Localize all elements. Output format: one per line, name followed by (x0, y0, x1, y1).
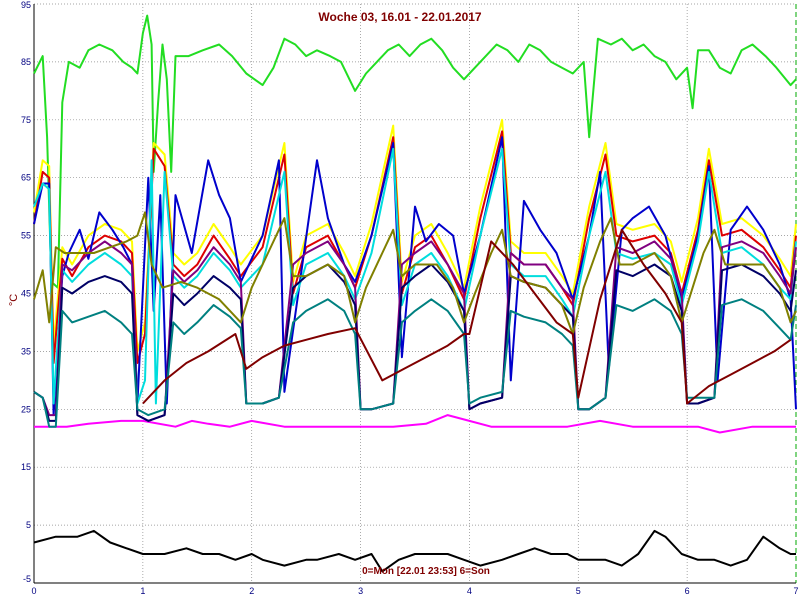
x-tick-label: 5 (576, 586, 581, 596)
x-axis-note: 0=Mon [22.01 23:53] 6=Son (362, 566, 490, 577)
series-line-3 (33, 529, 796, 573)
y-tick-label: 85 (21, 57, 31, 67)
y-tick-label: 55 (21, 231, 31, 241)
series-line-12 (142, 228, 792, 405)
series-group (33, 14, 797, 573)
y-axis-ticks: -5 5 15 25 35 45 55 65 75 85 95 (21, 0, 31, 584)
y-tick-label: 45 (21, 289, 31, 299)
x-tick-label: 1 (140, 586, 145, 596)
y-tick-label: 5 (26, 520, 31, 530)
y-tick-label: 25 (21, 404, 31, 414)
x-axis-ticks: 0 1 2 3 4 5 6 7 (31, 586, 798, 596)
y-tick-label: -5 (23, 574, 31, 584)
x-tick-label: 2 (249, 586, 254, 596)
x-tick-label: 6 (685, 586, 690, 596)
grid (33, 3, 797, 584)
y-tick-label: 15 (21, 462, 31, 472)
y-tick-label: 35 (21, 346, 31, 356)
series-line-6 (33, 136, 797, 417)
x-tick-label: 4 (467, 586, 472, 596)
series-line-2 (34, 414, 796, 434)
y-tick-label: 95 (21, 0, 31, 10)
x-tick-label: 0 (31, 586, 36, 596)
series-line-10 (33, 298, 797, 428)
chart-title: Woche 03, 16.01 - 22.01.2017 (318, 10, 482, 24)
y-axis-label: °C (8, 294, 20, 306)
x-tick-label: 7 (793, 586, 798, 596)
series-line-11 (33, 211, 797, 335)
y-tick-label: 75 (21, 115, 31, 125)
x-tick-label: 3 (358, 586, 363, 596)
series-line-1 (33, 14, 797, 289)
y-tick-label: 65 (21, 173, 31, 183)
